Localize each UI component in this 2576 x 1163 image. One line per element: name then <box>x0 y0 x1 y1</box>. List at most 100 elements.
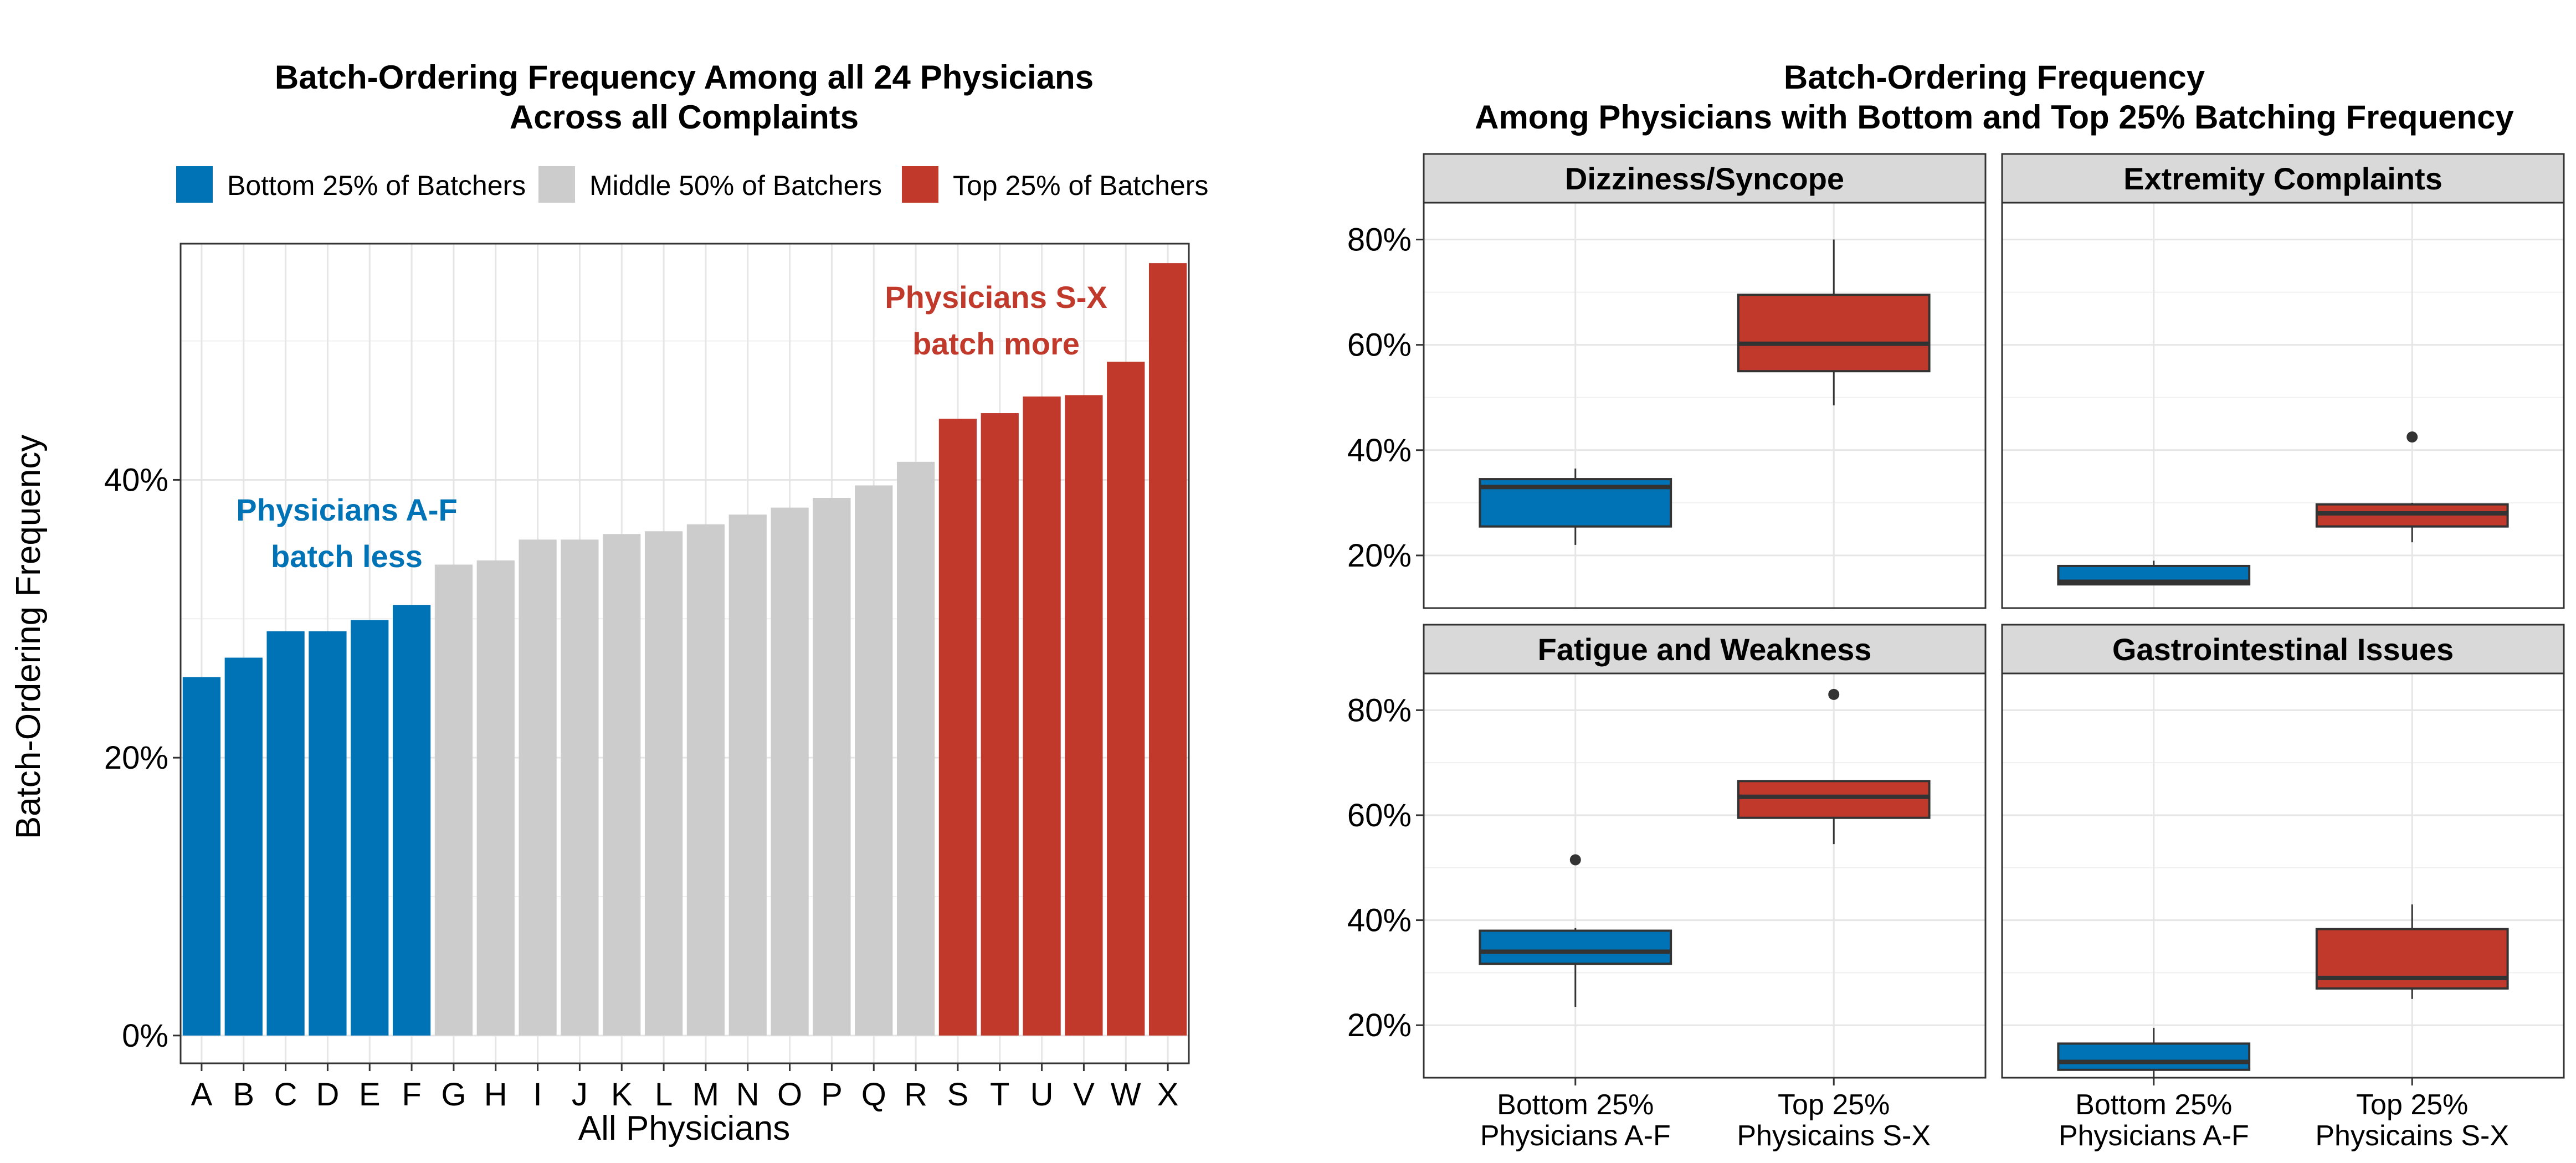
facet-strip-label: Gastrointestinal Issues <box>2112 632 2454 667</box>
annotation-line1: Physicians S-X <box>885 280 1107 315</box>
bar-O <box>771 507 809 1036</box>
facet-strip <box>2001 153 2565 204</box>
bar-D <box>309 631 347 1036</box>
x-tick-label: J <box>572 1077 588 1113</box>
y-tick-label: 80% <box>1347 222 1412 258</box>
bar-I <box>519 539 557 1036</box>
outlier-point <box>2406 431 2418 443</box>
left-bar-chart: 0% 20% 40% A B C D E F G H I J K L M N O P Q R S T U V W X Physicia… <box>104 243 1190 1113</box>
plot-panel-border <box>1423 202 1987 609</box>
x-tick-label: H <box>484 1077 507 1113</box>
x-tick-label: N <box>736 1077 760 1113</box>
facet-panel: Gastrointestinal Issues Bottom 25%Physici… <box>2001 624 2565 1152</box>
y-tick-label: 80% <box>1347 692 1412 728</box>
x-tick-label: E <box>359 1077 381 1113</box>
bar-J <box>561 539 599 1036</box>
outlier-point <box>1828 688 1840 700</box>
bar-U <box>1023 396 1061 1036</box>
bar-H <box>476 560 515 1036</box>
bar-Q <box>855 485 893 1036</box>
bar-A <box>182 677 221 1036</box>
x-tick-label: A <box>191 1077 213 1113</box>
legend-swatch-bottom <box>176 166 213 203</box>
bar-V <box>1065 395 1103 1036</box>
facet-strip-label: Fatigue and Weakness <box>1538 632 1872 667</box>
x-tick-label: O <box>777 1077 802 1113</box>
bar-P <box>813 498 851 1036</box>
box-top <box>1737 294 1931 373</box>
x-tick-label: P <box>821 1077 843 1113</box>
left-x-axis-label: All Physicians <box>578 1109 790 1147</box>
facet-strip <box>1423 153 1987 204</box>
bar-E <box>351 620 389 1036</box>
facet-panel: Fatigue and Weakness 20% 40% 60% 80% Bottom 2… <box>1347 624 1987 1152</box>
annotation-line1: Physicians A-F <box>236 492 457 527</box>
x-tick-label: V <box>1073 1077 1095 1113</box>
right-box-plot-facets: Dizziness/Syncope 20% 40% 60% 80% Extremity C… <box>1347 153 2565 1152</box>
facet-strip <box>2001 624 2565 675</box>
bar-S <box>938 419 977 1036</box>
bar-F <box>392 605 431 1036</box>
x-tick-label-line1: Bottom 25% <box>1497 1089 1654 1121</box>
x-tick-label-line2: Physicians A-F <box>2059 1120 2249 1152</box>
left-chart-subtitle: Across all Complaints <box>510 99 859 136</box>
y-tick-label: 20% <box>1347 1007 1412 1043</box>
bar-R <box>896 461 935 1036</box>
plot-panel-border <box>2001 202 2565 609</box>
bar-G <box>434 564 473 1036</box>
legend-swatch-middle <box>538 166 575 203</box>
bar-L <box>644 531 683 1036</box>
y-tick-label: 0% <box>122 1018 168 1054</box>
bar-C <box>266 631 305 1036</box>
x-tick-label: T <box>990 1077 1009 1113</box>
bar-B <box>224 657 263 1036</box>
y-tick-label: 40% <box>104 462 168 498</box>
bar-X <box>1148 263 1187 1036</box>
facet-panel: Dizziness/Syncope 20% 40% 60% 80% <box>1347 153 1987 609</box>
x-tick-label: X <box>1157 1077 1179 1113</box>
legend-label: Bottom 25% of Batchers <box>227 170 526 201</box>
x-tick-label-line2: Physicains S-X <box>1737 1120 1931 1152</box>
x-tick-label: B <box>233 1077 254 1113</box>
x-tick-label: K <box>611 1077 633 1113</box>
x-tick-label: I <box>533 1077 542 1113</box>
facet-panel: Extremity Complaints <box>2001 153 2565 609</box>
legend-label: Middle 50% of Batchers <box>589 170 882 201</box>
annotation-line2: batch less <box>271 539 423 574</box>
x-tick-label: Q <box>861 1077 886 1113</box>
x-tick-label: L <box>655 1077 673 1113</box>
bar-K <box>603 534 641 1036</box>
y-tick-label: 20% <box>1347 538 1412 574</box>
left-chart-title: Batch-Ordering Frequency Among all 24 Ph… <box>275 59 1094 96</box>
plot-panel-border <box>2001 672 2565 1079</box>
right-chart-subtitle: Among Physicians with Bottom and Top 25%… <box>1475 99 2514 136</box>
annotation-line2: batch more <box>912 326 1080 361</box>
x-tick-label-line1: Top 25% <box>1778 1089 1890 1121</box>
plot-panel-border <box>1423 672 1987 1079</box>
bar-T <box>981 413 1019 1036</box>
x-tick-label: C <box>274 1077 297 1113</box>
legend-label: Top 25% of Batchers <box>953 170 1208 201</box>
y-tick-label: 40% <box>1347 903 1412 939</box>
y-tick-label: 20% <box>104 740 168 776</box>
x-tick-label: W <box>1111 1077 1141 1113</box>
x-tick-label-line1: Bottom 25% <box>2075 1089 2232 1121</box>
bar-N <box>728 514 767 1036</box>
facet-strip-label: Dizziness/Syncope <box>1565 161 1844 196</box>
x-tick-label: S <box>947 1077 969 1113</box>
y-tick-label: 60% <box>1347 797 1412 833</box>
x-tick-label-line2: Physicains S-X <box>2315 1120 2509 1152</box>
x-tick-label: F <box>402 1077 421 1113</box>
x-tick-label: M <box>692 1077 719 1113</box>
x-tick-label-line2: Physicians A-F <box>1480 1120 1671 1152</box>
plot-panel-border <box>179 243 1190 1064</box>
box-top <box>1737 780 1931 819</box>
facet-strip <box>1423 624 1987 675</box>
outlier-point <box>1569 854 1581 866</box>
x-tick-label: G <box>441 1077 466 1113</box>
x-tick-label: U <box>1030 1077 1054 1113</box>
left-legend: Bottom 25% of Batchers Middle 50% of Batc… <box>176 166 1208 203</box>
box-bottom <box>1479 929 1672 965</box>
box-bottom <box>2057 1042 2251 1071</box>
